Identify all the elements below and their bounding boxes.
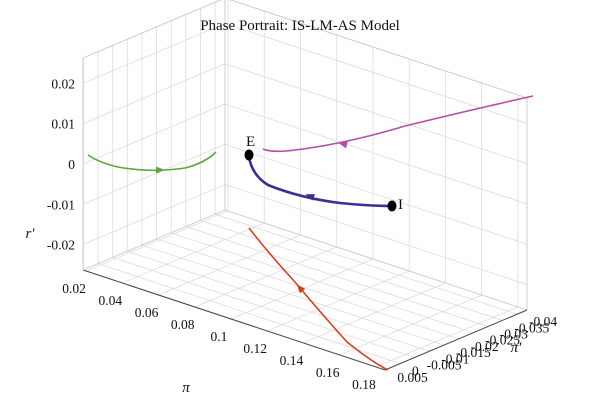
grid-line-y-floor bbox=[97, 263, 401, 365]
point-marker-i bbox=[387, 200, 397, 212]
grid-line-y-floor bbox=[141, 244, 445, 346]
grid-line-y-floor bbox=[171, 232, 474, 334]
y-tick-label: -0.01 bbox=[441, 351, 469, 366]
grid-line-z-left bbox=[82, 63, 226, 125]
series-blue-curve bbox=[247, 156, 393, 208]
y-tick-label: -0.025 bbox=[485, 333, 520, 348]
x-tick-label: 0.06 bbox=[135, 305, 159, 320]
y-tick-label: 0 bbox=[412, 364, 419, 379]
arrow-icon bbox=[305, 194, 315, 201]
y-tick-label: -0.005 bbox=[427, 357, 462, 372]
x-axis-line bbox=[82, 269, 386, 371]
grid-line-x-floor bbox=[85, 210, 229, 272]
z-tick-label: 0.01 bbox=[51, 117, 75, 132]
grid-line-x-floor bbox=[122, 222, 265, 284]
x-tick-label: 0.16 bbox=[316, 365, 340, 380]
x-tick-label: 0.1 bbox=[211, 329, 228, 344]
box-edge bbox=[229, 0, 528, 99]
z-tick-label: 0.02 bbox=[51, 76, 75, 91]
grid-line-z-left bbox=[82, 23, 226, 84]
x-tick-label: 0.14 bbox=[280, 353, 304, 368]
box-edge bbox=[82, 0, 222, 59]
y-tick-label: -0.035 bbox=[514, 320, 549, 335]
y-tick-label: 0.005 bbox=[397, 370, 428, 385]
y-tick-label: -0.03 bbox=[500, 327, 528, 342]
grid-line-z-back bbox=[224, 103, 528, 205]
box-edge bbox=[82, 209, 226, 271]
grid-line-x-floor bbox=[158, 234, 301, 296]
z-axis-label: r′ bbox=[25, 226, 35, 242]
grid-line-z-left bbox=[82, 184, 226, 245]
series-red-curve bbox=[248, 227, 389, 371]
z-tick-label: -0.01 bbox=[47, 197, 75, 212]
tick-labels: -0.02-0.0100.010.020.020.040.060.080.10.… bbox=[47, 76, 558, 392]
grid-line-z-left bbox=[82, 103, 226, 165]
z-tick-label: -0.02 bbox=[47, 238, 75, 253]
x-tick-label: 0.08 bbox=[171, 317, 195, 332]
x-tick-label: 0.02 bbox=[62, 281, 86, 296]
arrow-icon bbox=[156, 166, 165, 174]
chart-title: Phase Portrait: IS-LM-AS Model bbox=[200, 18, 400, 34]
grid-line-y-floor bbox=[112, 257, 415, 358]
grid-line-x-floor bbox=[194, 246, 337, 308]
grid-line-y-floor bbox=[200, 220, 503, 321]
grid-line-z-back bbox=[224, 23, 528, 124]
grid-line-y-floor bbox=[156, 238, 459, 340]
grid-line-x-floor bbox=[339, 294, 482, 356]
z-tick-label: 0 bbox=[68, 157, 75, 172]
arrow-icon bbox=[296, 284, 306, 294]
x-tick-label: 0.04 bbox=[98, 293, 122, 308]
grid-line-z-back bbox=[224, 184, 528, 285]
grid-line-z-left bbox=[82, 143, 226, 205]
grid-line-z-back bbox=[224, 143, 528, 245]
grid-line-x-floor bbox=[267, 270, 410, 332]
series-magenta-curve bbox=[262, 95, 534, 153]
y-tick-label: -0.015 bbox=[456, 345, 491, 360]
y-axis-line bbox=[384, 309, 528, 371]
grid-line-x-floor bbox=[303, 282, 446, 344]
series-green-curve bbox=[87, 151, 217, 172]
axes-box bbox=[82, 0, 528, 371]
grid-line-y-floor bbox=[214, 213, 518, 315]
x-axis-label: π bbox=[182, 380, 190, 396]
grid-line-y-floor bbox=[185, 226, 488, 327]
x-tick-label: 0.18 bbox=[352, 377, 376, 392]
point-marker-e bbox=[244, 149, 254, 161]
grid-line-y-floor bbox=[127, 250, 430, 352]
x-tick-label: 0.12 bbox=[243, 341, 267, 356]
grid-line-z-back bbox=[224, 63, 528, 165]
y-tick-label: -0.02 bbox=[471, 339, 499, 354]
series-layer bbox=[87, 95, 534, 371]
y-tick-label: -0.04 bbox=[529, 314, 557, 329]
point-label-e: E bbox=[246, 134, 255, 150]
box-edge bbox=[224, 209, 528, 311]
arrow-icon bbox=[338, 141, 348, 149]
grid-line-x-floor bbox=[375, 306, 519, 368]
y-axis-label: π′ bbox=[511, 340, 523, 356]
point-label-i: I bbox=[398, 197, 403, 213]
